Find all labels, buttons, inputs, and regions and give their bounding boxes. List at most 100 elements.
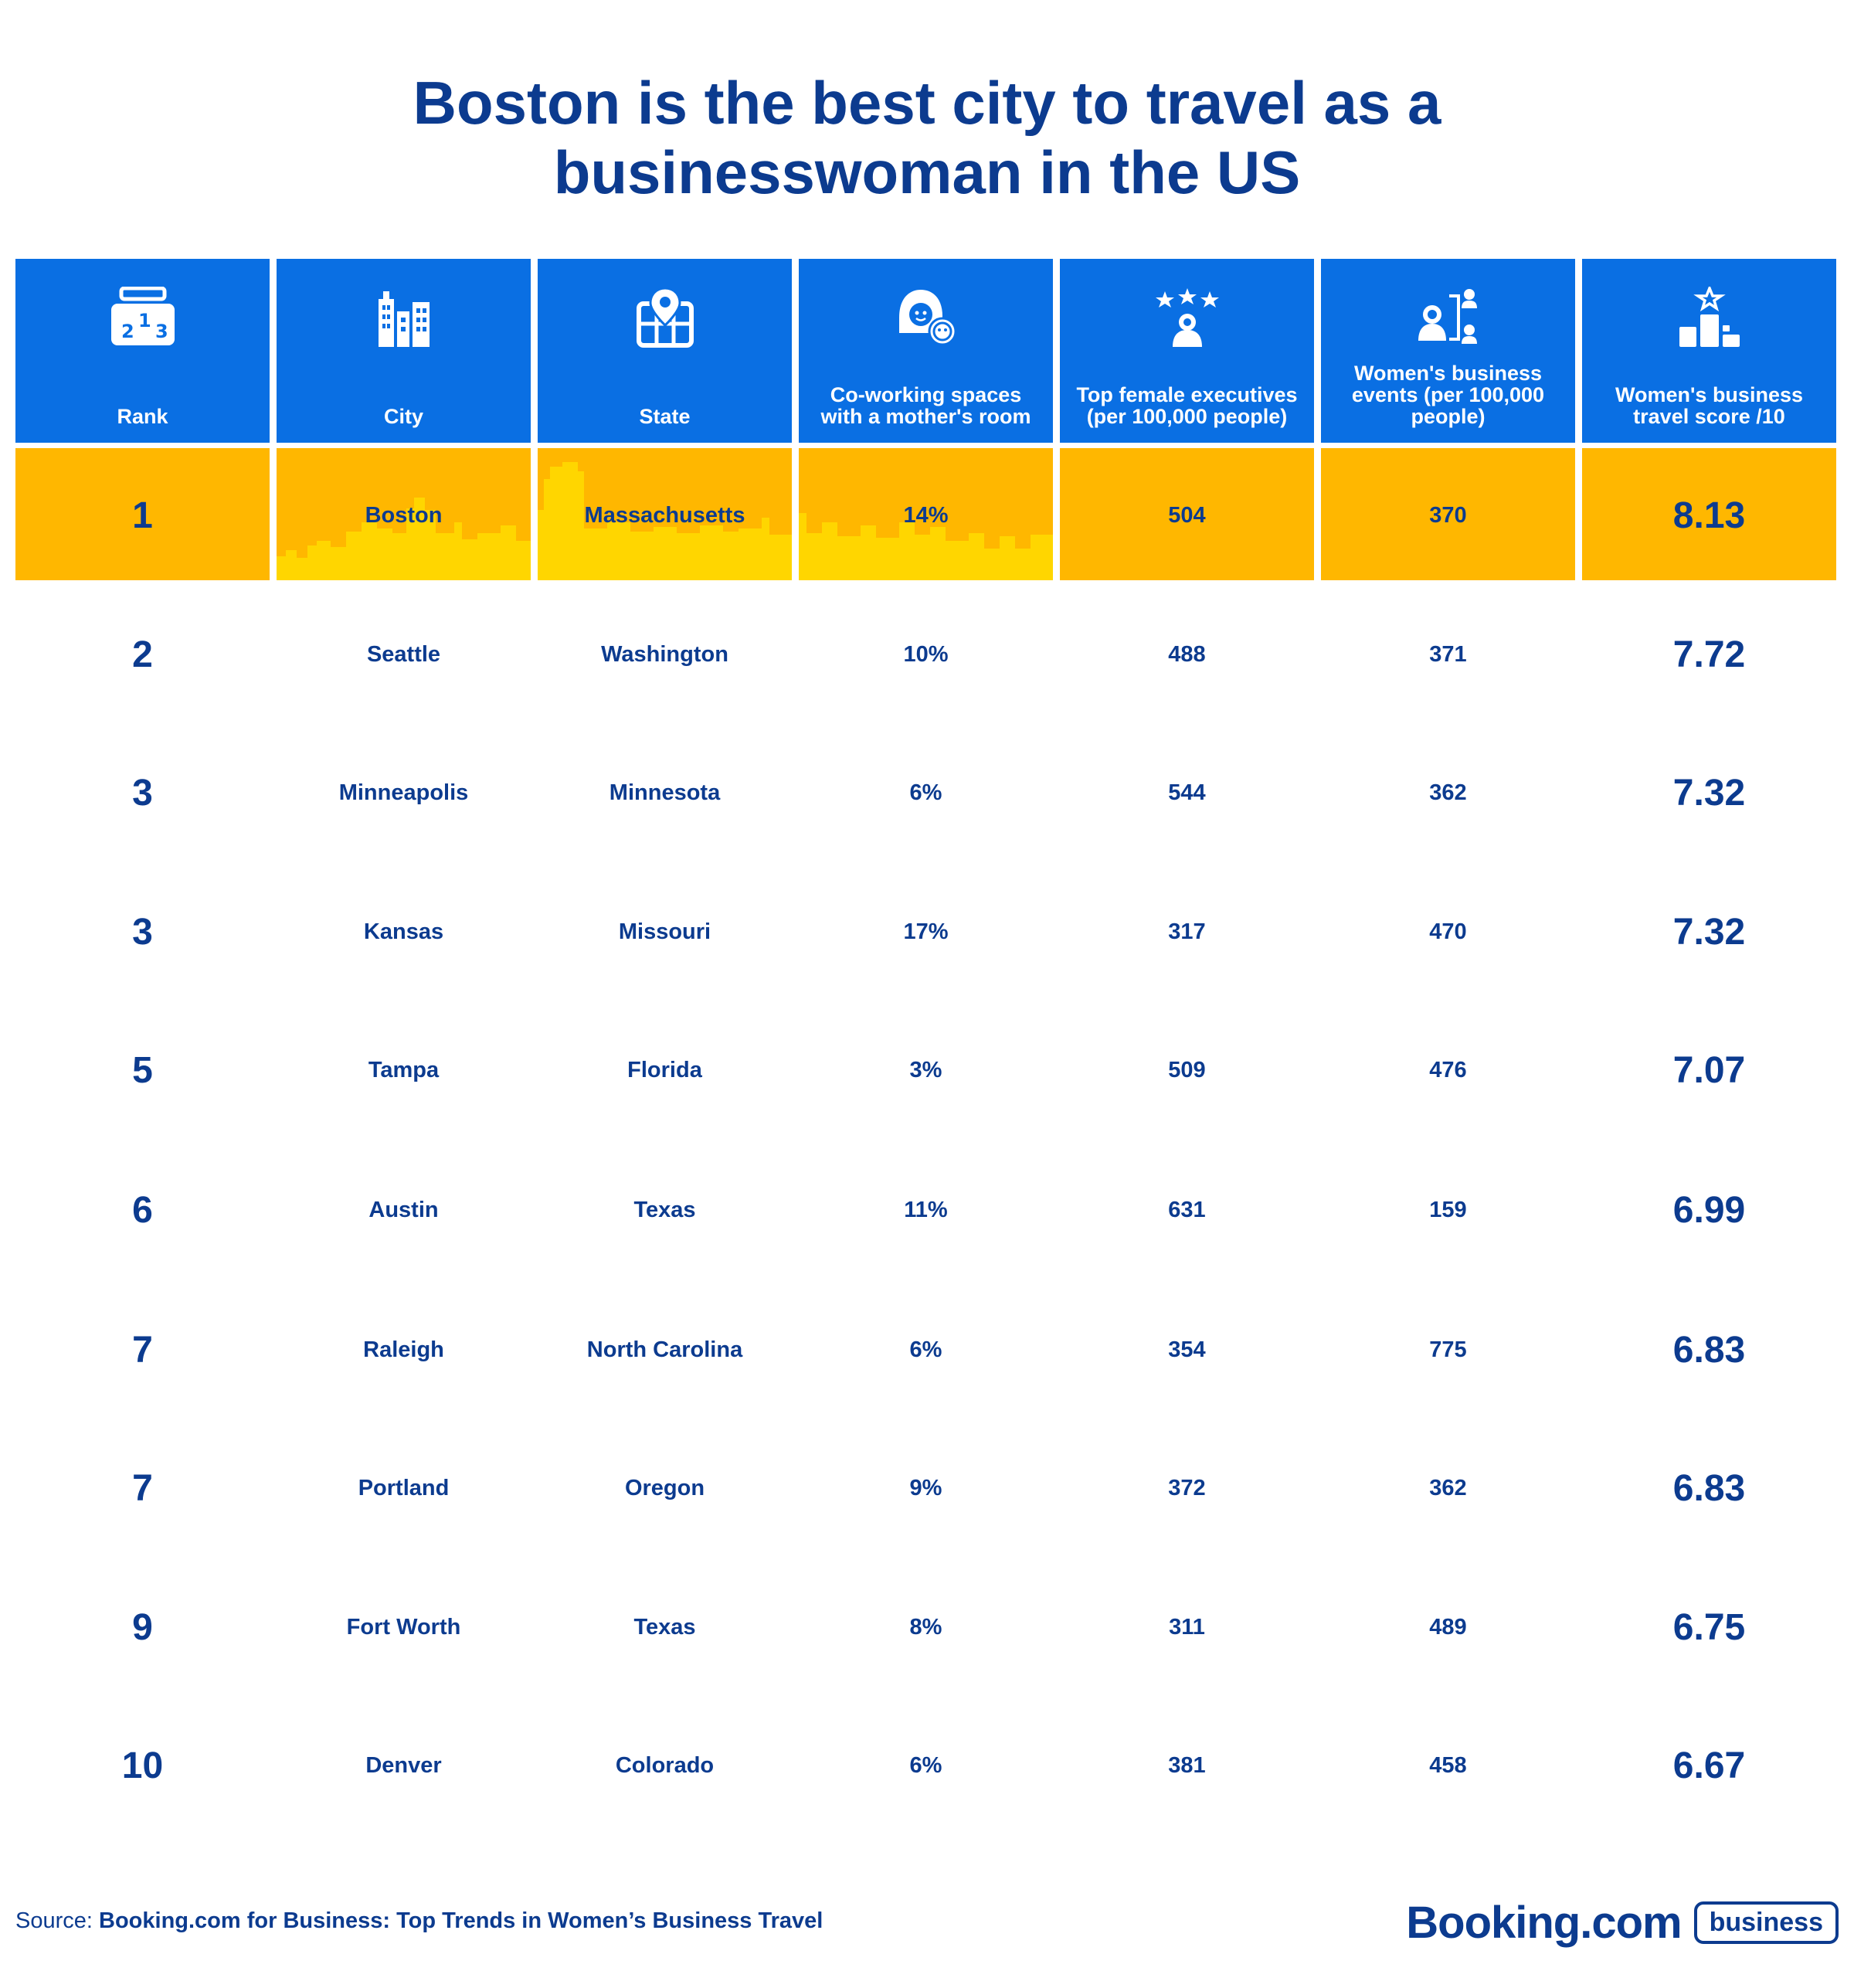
cell-executives: 509 (1168, 1057, 1206, 1082)
cell-state: Texas (633, 1197, 696, 1222)
score-podium-icon (1582, 280, 1836, 355)
cell-coworking: 8% (909, 1614, 942, 1640)
cell-executives: 544 (1168, 780, 1206, 805)
brand-badge: business (1693, 1901, 1839, 1944)
source-label: Source: (15, 1908, 93, 1933)
header-city: City (277, 259, 531, 443)
cell-events: 476 (1429, 1057, 1467, 1082)
header-label: City (383, 405, 423, 428)
cell-executives: 311 (1169, 1614, 1205, 1640)
cell-city: Portland (358, 1475, 450, 1500)
page-title: Boston is the best city to travel as a b… (0, 68, 1854, 207)
cell-executives: 317 (1168, 919, 1206, 944)
header-label: Top female executives (per 100,000 peopl… (1076, 383, 1298, 428)
cell-coworking: 6% (909, 1752, 942, 1778)
cell-state: Washington (601, 641, 728, 667)
cell-score: 6.83 (1672, 1329, 1746, 1371)
cell-coworking: 10% (903, 641, 949, 667)
women-network-icon (1321, 280, 1575, 355)
cell-city: Fort Worth (346, 1614, 461, 1640)
title-line-1: Boston is the best city to travel as a (413, 69, 1441, 137)
cell-events: 458 (1429, 1752, 1467, 1778)
cell-coworking: 17% (903, 919, 949, 944)
cell-executives: 381 (1168, 1752, 1206, 1778)
cell-rank: 5 (132, 1049, 153, 1091)
cell-state: Florida (627, 1057, 702, 1082)
cell-rank: 7 (132, 1329, 153, 1371)
cell-coworking: 6% (909, 780, 942, 805)
cell-city: Tampa (368, 1057, 440, 1082)
cell-city: Austin (368, 1197, 439, 1222)
header-executives: Top female executives (per 100,000 peopl… (1060, 259, 1314, 443)
cell-state: Oregon (624, 1475, 705, 1500)
cell-city: Boston (365, 502, 443, 528)
header-label: Women's business travel score /10 (1615, 383, 1803, 428)
cell-coworking: 14% (903, 502, 949, 528)
header-label: Co-working spaces with a mother's room (820, 383, 1031, 428)
cell-events: 370 (1429, 502, 1467, 528)
mother-baby-icon (799, 280, 1053, 355)
cell-events: 470 (1429, 919, 1467, 944)
star-executive-icon (1060, 280, 1314, 355)
skyline-graphic (799, 513, 1053, 580)
cell-coworking: 3% (909, 1057, 942, 1082)
header-label: Women's business events (per 100,000 peo… (1351, 362, 1545, 428)
cell-rank: 9 (132, 1606, 153, 1648)
cell-state: Missouri (618, 919, 711, 944)
cell-score: 6.83 (1672, 1467, 1746, 1509)
cell-score: 7.07 (1672, 1049, 1746, 1091)
cell-rank: 3 (132, 911, 153, 953)
cell-coworking: 11% (904, 1197, 948, 1222)
cell-events: 775 (1429, 1337, 1467, 1362)
svg-text:3: 3 (155, 321, 168, 342)
cell-events: 362 (1429, 1475, 1467, 1500)
highlight-cell-bg (1060, 448, 1314, 580)
cell-rank: 7 (132, 1467, 153, 1509)
map-pin-icon (538, 280, 792, 355)
cell-coworking: 9% (909, 1475, 942, 1500)
source-text: Booking.com for Business: Top Trends in … (99, 1908, 823, 1933)
brand-name: Booking.com (1406, 1898, 1682, 1948)
source-note: Source: Booking.com for Business: Top Tr… (15, 1908, 823, 1934)
header-score: Women's business travel score /10 (1582, 259, 1836, 443)
highlight-cell-bg (277, 448, 531, 580)
cell-rank: 10 (121, 1745, 164, 1786)
cell-city: Raleigh (363, 1337, 444, 1362)
cell-rank: 2 (132, 634, 153, 675)
cell-city: Seattle (366, 641, 441, 667)
highlight-cell-bg (799, 448, 1053, 580)
cell-score: 7.32 (1672, 911, 1746, 953)
cell-state: Massachusetts (584, 502, 745, 528)
svg-text:2: 2 (121, 321, 134, 342)
cell-executives: 354 (1168, 1337, 1206, 1362)
svg-text:1: 1 (138, 310, 151, 331)
cell-events: 489 (1429, 1614, 1467, 1640)
cell-score: 8.13 (1672, 494, 1746, 536)
highlight-cell-bg (538, 448, 792, 580)
cell-events: 159 (1429, 1197, 1467, 1222)
header-state: State (538, 259, 792, 443)
cell-executives: 504 (1168, 502, 1206, 528)
cell-rank: 3 (132, 772, 153, 814)
cell-city: Kansas (363, 919, 444, 944)
cell-events: 362 (1429, 780, 1467, 805)
header-coworking: Co-working spaces with a mother's room (799, 259, 1053, 443)
cell-state: Colorado (615, 1752, 715, 1778)
cell-score: 6.67 (1672, 1745, 1746, 1786)
cell-rank: 6 (132, 1189, 153, 1231)
cell-events: 371 (1429, 641, 1467, 667)
cell-coworking: 6% (909, 1337, 942, 1362)
cell-state: Minnesota (609, 780, 721, 805)
header-events: Women's business events (per 100,000 peo… (1321, 259, 1575, 443)
title-line-2: businesswoman in the US (553, 138, 1301, 206)
cell-executives: 631 (1168, 1197, 1206, 1222)
cell-city: Minneapolis (338, 780, 469, 805)
brand-logo: Booking.com business (1406, 1897, 1839, 1949)
highlight-cell-bg (1582, 448, 1836, 580)
header-rank: 2 1 3 Rank (15, 259, 270, 443)
city-buildings-icon (277, 280, 531, 355)
cell-state: North Carolina (586, 1337, 743, 1362)
cell-score: 6.99 (1672, 1189, 1746, 1231)
cell-score: 7.32 (1672, 772, 1746, 814)
